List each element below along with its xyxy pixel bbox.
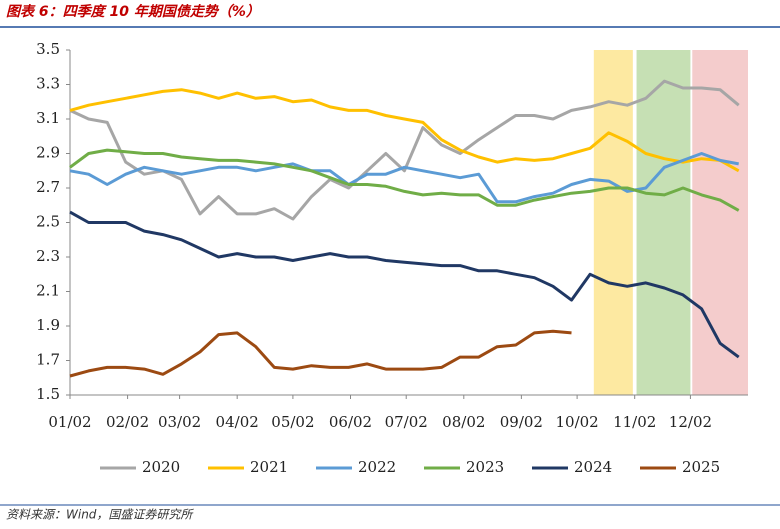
- x-tick-label: 01/02: [48, 413, 91, 431]
- x-tick-label: 10/02: [555, 413, 598, 431]
- shaded-band: [636, 50, 691, 395]
- x-tick-label: 02/02: [106, 413, 149, 431]
- series-line: [69, 210, 740, 359]
- legend-label: 2024: [574, 458, 612, 476]
- y-tick-label: 1.9: [36, 316, 60, 334]
- x-tick-label: 07/02: [385, 413, 428, 431]
- legend-label: 2021: [250, 458, 288, 476]
- legend-label: 2025: [682, 458, 720, 476]
- x-tick-label: 05/02: [271, 413, 314, 431]
- shaded-band: [593, 50, 633, 395]
- y-tick-label: 2.5: [36, 213, 60, 231]
- x-tick-label: 12/02: [669, 413, 712, 431]
- series-line: [69, 79, 740, 221]
- legend-label: 2020: [142, 458, 180, 476]
- y-tick-label: 2.9: [36, 144, 60, 162]
- y-tick-label: 3.1: [36, 109, 60, 127]
- x-tick-label: 09/02: [500, 413, 543, 431]
- chart-title: 图表 6：四季度 10 年期国债走势（%）: [6, 3, 260, 20]
- x-tick-label: 06/02: [329, 413, 372, 431]
- series-line: [69, 88, 740, 173]
- y-tick-label: 3.3: [36, 75, 60, 93]
- x-tick-label: 11/02: [613, 413, 656, 431]
- shaded-band: [692, 50, 748, 395]
- x-tick-label: 04/02: [216, 413, 259, 431]
- series-line: [69, 152, 739, 204]
- legend-label: 2022: [358, 458, 396, 476]
- legend-label: 2023: [466, 458, 504, 476]
- series-line: [69, 148, 740, 212]
- y-tick-label: 2.7: [36, 178, 60, 196]
- y-tick-label: 1.7: [36, 351, 60, 369]
- y-tick-label: 2.3: [36, 247, 60, 265]
- series-line: [69, 329, 572, 378]
- x-tick-label: 08/02: [442, 413, 485, 431]
- x-tick-label: 03/02: [158, 413, 201, 431]
- y-tick-label: 1.5: [36, 385, 60, 403]
- y-tick-label: 2.1: [36, 282, 60, 300]
- source: 资料来源：Wind，国盛证券研究所: [6, 508, 194, 522]
- y-tick-label: 3.5: [36, 40, 60, 58]
